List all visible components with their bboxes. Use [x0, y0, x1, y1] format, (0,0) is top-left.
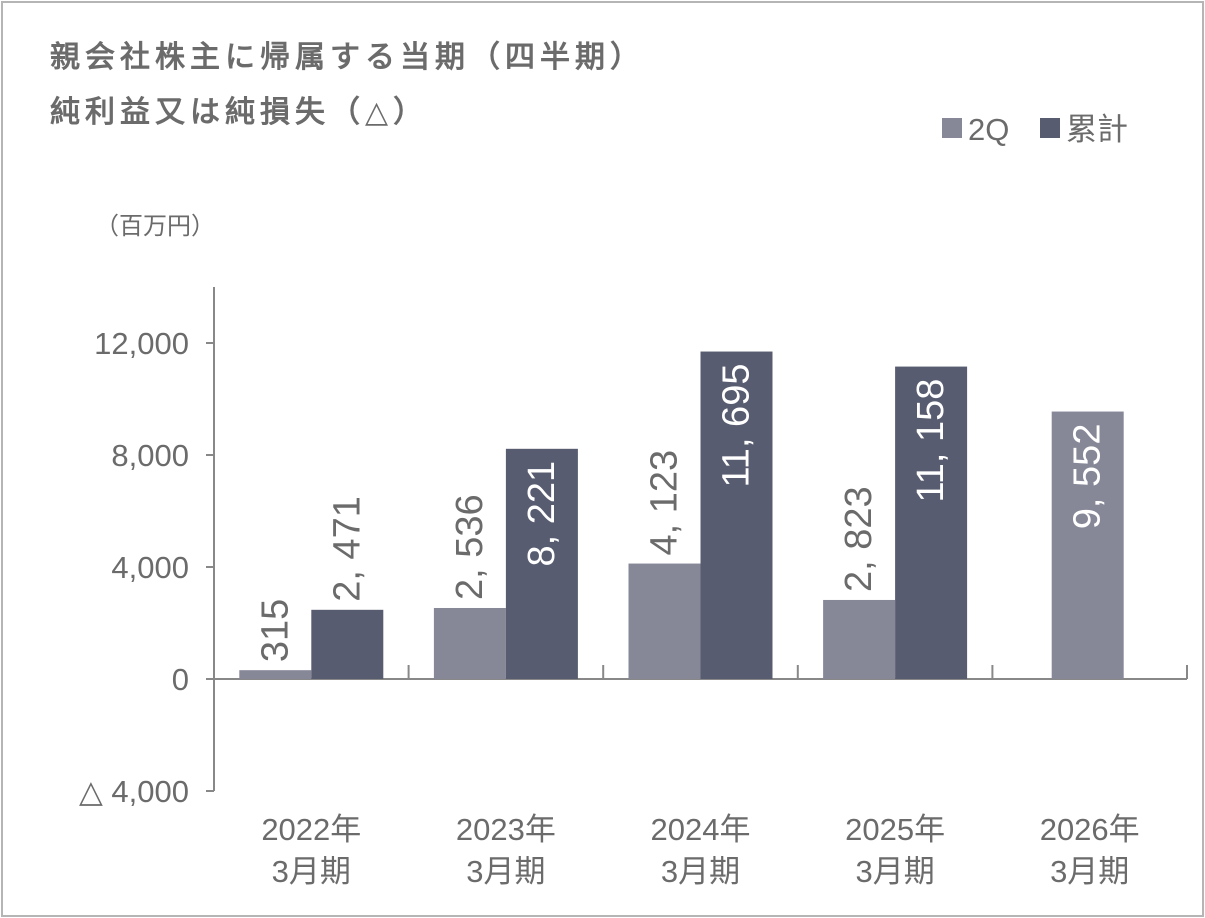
legend-swatch — [1040, 118, 1060, 138]
x-tick-label: 2023年 — [456, 812, 556, 847]
legend-label: 2Q — [968, 112, 1009, 147]
bar-cumulative — [505, 448, 578, 679]
title-line-1: 親会社株主に帰属する当期（四半期） — [50, 40, 645, 75]
data-label: 2, 536 — [449, 494, 491, 600]
bar-2q — [433, 607, 506, 679]
data-label: 11, 158 — [910, 379, 952, 503]
x-tick-label: 2026年 — [1040, 812, 1140, 847]
x-tick-label: 3月期 — [661, 854, 740, 889]
data-label: 9, 552 — [1067, 424, 1109, 530]
x-tick-label: 2025年 — [845, 812, 945, 847]
y-tick-label: △ 4,000 — [79, 774, 189, 809]
data-label: 4, 123 — [644, 450, 686, 556]
x-tick-label: 3月期 — [272, 854, 351, 889]
bar-cumulative — [311, 609, 384, 679]
legend-swatch — [942, 118, 962, 138]
x-tick-label: 3月期 — [466, 854, 545, 889]
x-tick-label: 3月期 — [855, 854, 934, 889]
data-label: 2, 823 — [838, 486, 880, 592]
bar-2q — [239, 670, 312, 679]
bar-2q — [628, 563, 701, 679]
data-label: 2, 471 — [326, 496, 368, 602]
x-tick-label: 2022年 — [261, 812, 361, 847]
bar-cumulative — [895, 366, 968, 679]
data-label: 315 — [254, 599, 296, 662]
chart-title: 親会社株主に帰属する当期（四半期） 純利益又は純損失（△） — [50, 30, 645, 140]
bar-cumulative — [700, 351, 773, 679]
x-tick-label: 3月期 — [1050, 854, 1129, 889]
bar-2q — [823, 599, 896, 679]
title-line-2: 純利益又は純損失（△） — [50, 95, 429, 130]
x-tick-label: 2024年 — [651, 812, 751, 847]
data-label: 11, 695 — [716, 364, 758, 488]
y-tick-label: 4,000 — [111, 550, 189, 585]
data-label: 8, 221 — [521, 461, 563, 567]
y-tick-label: 0 — [172, 662, 189, 697]
unit-label: （百万円） — [95, 212, 215, 240]
legend-label: 累計 — [1066, 112, 1128, 147]
bar-2q — [1051, 411, 1124, 679]
y-tick-label: 12,000 — [94, 326, 189, 361]
y-tick-label: 8,000 — [111, 438, 189, 473]
